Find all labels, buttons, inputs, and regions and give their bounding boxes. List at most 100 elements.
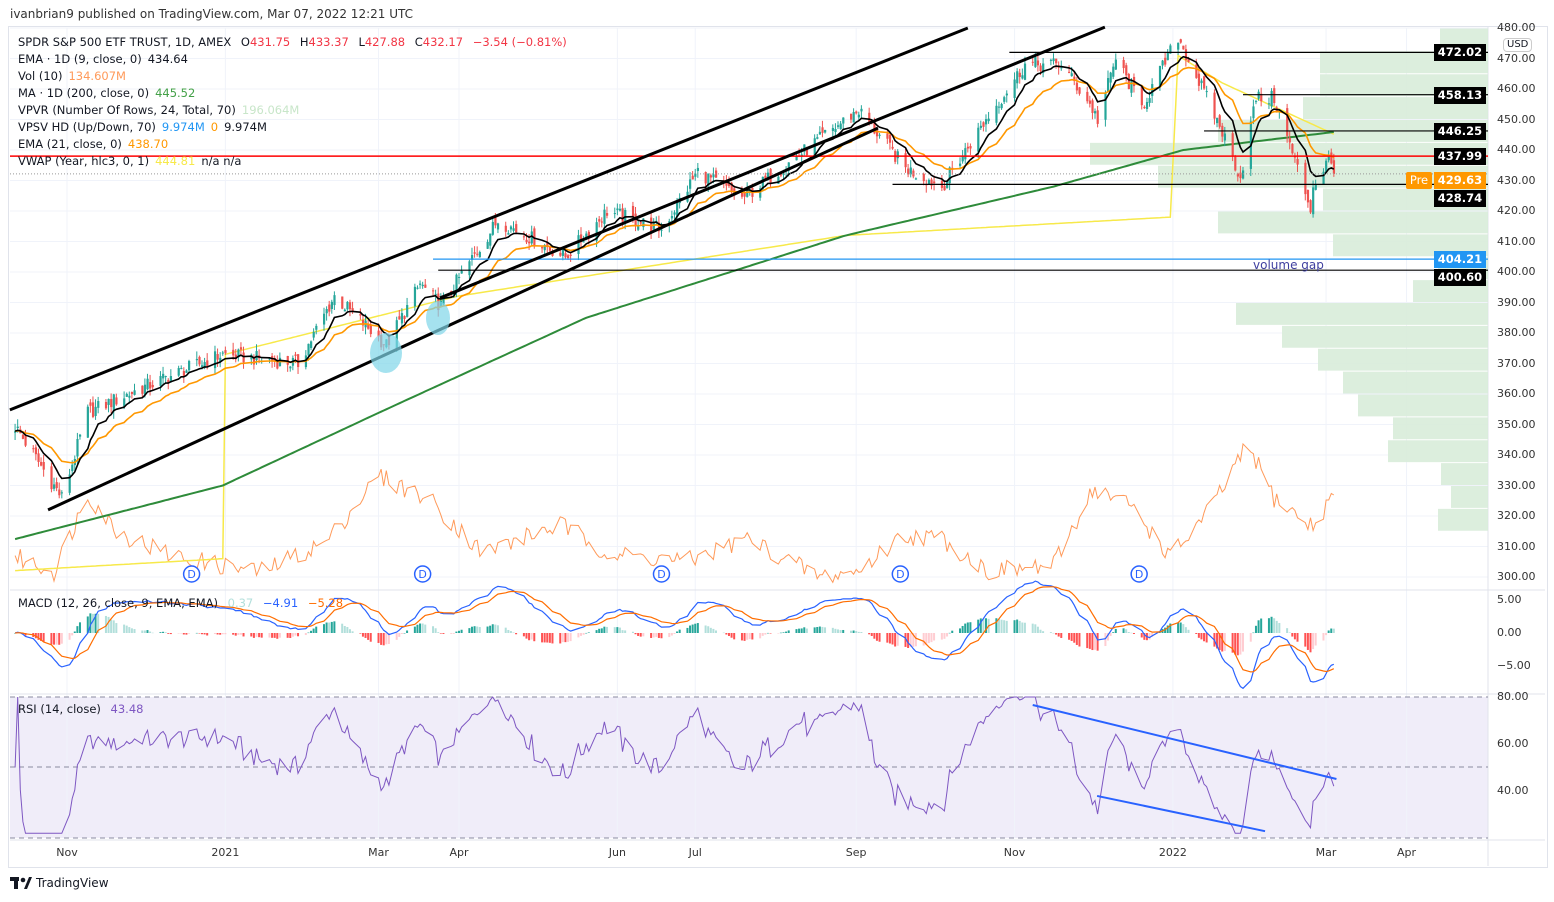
legend-vol[interactable]: Vol (10) 134.607M — [18, 68, 567, 85]
macd-bar — [1034, 624, 1037, 633]
candle-body — [849, 113, 853, 120]
candle — [709, 173, 713, 183]
macd-bar — [182, 633, 185, 635]
price-tick: 390.00 — [1497, 295, 1536, 309]
legend-ema21[interactable]: EMA (21, close, 0) 438.70 — [18, 136, 567, 153]
macd-bar — [618, 627, 621, 633]
candle-body — [1114, 59, 1117, 70]
macd-bar — [650, 633, 653, 638]
macd-bar — [805, 628, 808, 633]
candle-body — [32, 448, 35, 450]
candle-body — [104, 402, 108, 409]
macd-bar — [234, 633, 237, 636]
candle-body — [1286, 108, 1289, 136]
macd-bar — [198, 633, 201, 634]
macd-bar — [678, 629, 681, 633]
candle-body — [494, 217, 497, 226]
legend-vwap[interactable]: VWAP (Year, hlc3, 0, 1) 444.81 n/a n/a — [18, 153, 567, 170]
volume-profile-row — [1218, 211, 1488, 234]
macd-bar — [1127, 632, 1130, 633]
macd-bar — [14, 633, 17, 634]
candle-body — [868, 112, 871, 123]
candle — [216, 348, 219, 367]
candle — [966, 142, 970, 153]
candle-body — [237, 349, 240, 358]
candle-body — [180, 368, 183, 370]
macd-bar — [1252, 632, 1255, 634]
candle-body — [348, 302, 352, 310]
candle — [328, 300, 331, 317]
macd-bar — [616, 627, 619, 633]
candle — [424, 278, 427, 288]
candle — [1086, 86, 1089, 104]
candle — [32, 445, 35, 453]
candle-body — [460, 270, 463, 274]
high-label: H — [299, 35, 309, 49]
rsi-legend[interactable]: RSI (14, close) 43.48 — [18, 702, 143, 716]
macd-bar — [1314, 633, 1317, 646]
candle — [603, 203, 606, 228]
macd-bar — [413, 626, 416, 633]
candle-body — [169, 376, 173, 381]
macd-bar — [733, 633, 736, 640]
macd-tick: 5.00 — [1497, 593, 1522, 606]
candle — [1122, 56, 1125, 74]
candle-body — [1327, 154, 1330, 161]
tradingview-footer[interactable]: TradingView — [10, 876, 109, 890]
candle-body — [330, 301, 333, 309]
legend-ma200[interactable]: MA · 1D (200, close, 0) 445.52 — [18, 85, 567, 102]
candle — [406, 297, 409, 318]
candle-body — [507, 233, 510, 235]
macd-bar — [528, 633, 531, 641]
macd-bar — [40, 633, 43, 641]
candle-body — [831, 127, 835, 131]
candle-body — [310, 341, 313, 348]
time-tick: Jun — [608, 846, 626, 859]
candle — [995, 99, 998, 126]
candle — [473, 246, 476, 258]
candle — [468, 259, 471, 279]
macd-bar — [533, 633, 536, 642]
change-value: −3.54 (−0.81%) — [472, 35, 567, 49]
candle — [1106, 70, 1110, 93]
ma200-value: 445.52 — [155, 86, 196, 100]
legend-vpsv[interactable]: VPSV HD (Up/Down, 70) 9.974M 0 9.974M — [18, 119, 567, 136]
candle — [987, 111, 990, 124]
candle — [1005, 90, 1008, 103]
candle-body — [816, 137, 819, 139]
candle-body — [219, 357, 222, 362]
rsi-tick: 80.00 — [1497, 690, 1529, 703]
candle — [512, 221, 515, 233]
chart-frame — [8, 26, 1548, 868]
macd-bar — [1293, 633, 1296, 640]
candle-body — [242, 352, 245, 363]
macd-bar — [141, 630, 144, 633]
candle-body — [525, 239, 528, 243]
candle-body — [852, 111, 855, 123]
legend-vpvr[interactable]: VPVR (Number Of Rows, 24, Total, 70) 196.… — [18, 102, 567, 119]
macd-bar — [167, 633, 170, 634]
macd-legend[interactable]: MACD (12, 26, close, 9, EMA, EMA) 0.37 −… — [18, 596, 343, 610]
candle-body — [89, 402, 92, 406]
symbol-row[interactable]: SPDR S&P 500 ETF TRUST, 1D, AMEX O431.75… — [18, 34, 567, 51]
candle — [940, 174, 944, 192]
candle — [1036, 54, 1040, 72]
currency-badge[interactable]: USD — [1503, 38, 1533, 52]
macd-bar — [476, 626, 479, 633]
legend-ema9[interactable]: EMA · 1D (9, close, 0) 434.64 — [18, 51, 567, 68]
price-tick: 360.00 — [1497, 387, 1536, 400]
candle-body — [512, 228, 515, 231]
macd-bar — [460, 629, 463, 633]
macd-bar — [434, 628, 437, 633]
macd-bar — [73, 631, 76, 633]
candle-body — [1148, 98, 1151, 103]
rsi-line — [14, 696, 1335, 834]
candle-body — [1143, 106, 1146, 109]
macd-bar — [855, 630, 858, 633]
vol-label: Vol (10) — [18, 69, 63, 83]
candle — [478, 250, 481, 258]
candle-body — [1322, 171, 1325, 184]
candle-body — [959, 163, 962, 166]
candle-body — [1236, 173, 1239, 177]
